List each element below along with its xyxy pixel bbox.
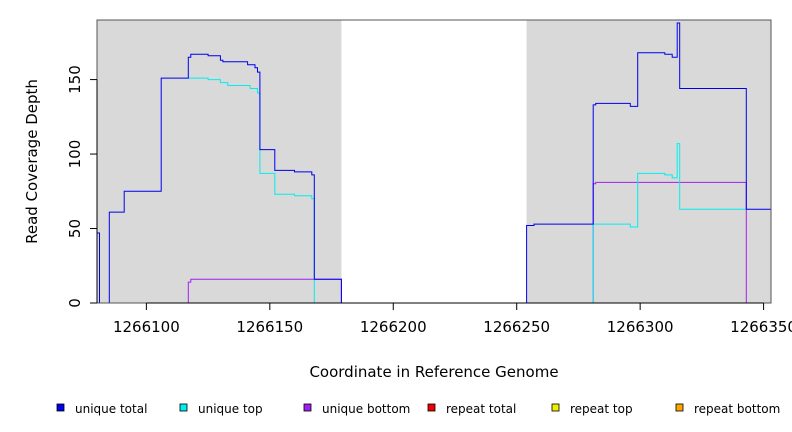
legend-label: repeat total: [446, 402, 516, 416]
legend-swatch: [427, 403, 436, 412]
legend-swatch: [56, 403, 65, 412]
legend-label: repeat bottom: [694, 402, 780, 416]
legend-label: unique top: [198, 402, 263, 416]
y-axis-title: Read Coverage Depth: [23, 79, 41, 244]
legend-swatch: [303, 403, 312, 412]
y-tick-label: 100: [66, 140, 84, 169]
legend-label: unique bottom: [322, 402, 410, 416]
legend: unique total unique top unique bottom repea…: [56, 402, 780, 416]
shaded-region-0: [97, 20, 342, 303]
legend-swatch: [551, 403, 560, 412]
x-tick-label: 1266100: [113, 318, 180, 336]
y-tick-label: 0: [66, 298, 84, 308]
x-tick-label: 1266250: [483, 318, 550, 336]
x-axis-title: Coordinate in Reference Genome: [309, 363, 558, 381]
legend-swatch: [675, 403, 684, 412]
axes: 1266100 1266150 1266200 1266250 1266300 12663…: [66, 65, 792, 336]
shaded-regions: [97, 20, 771, 303]
x-tick-label: 1266350: [730, 318, 792, 336]
y-tick-label: 50: [66, 219, 84, 238]
shaded-region-1: [526, 20, 771, 303]
series-unique-total: [97, 22, 771, 304]
x-tick-label: 1266300: [607, 318, 674, 336]
y-tick-label: 150: [66, 65, 84, 94]
legend-label: repeat top: [570, 402, 633, 416]
x-tick-label: 1266200: [360, 318, 427, 336]
legend-label: unique total: [75, 402, 147, 416]
series-unique-top: [188, 77, 747, 304]
x-tick-label: 1266150: [236, 318, 303, 336]
legend-swatch: [179, 403, 188, 412]
